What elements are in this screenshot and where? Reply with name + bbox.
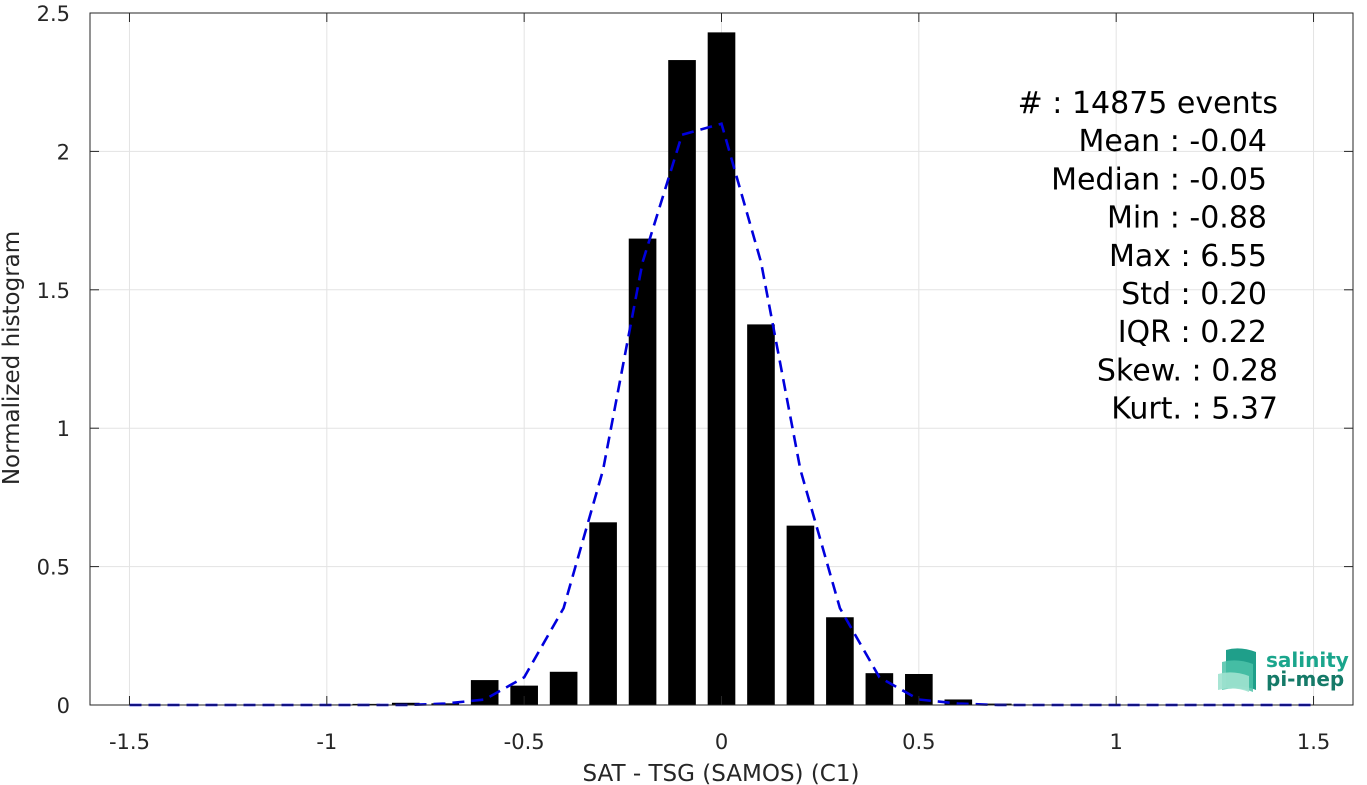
x-tick-label-2: -0.5: [504, 730, 545, 754]
y-axis-label: Normalized histogram: [0, 231, 25, 485]
stats-line-2: Median : -0.05: [1051, 162, 1267, 197]
x-tick-label-4: 0.5: [902, 730, 935, 754]
histogram-bar-17: [786, 525, 815, 705]
x-axis-ticks: -1.5 -1 -0.5 0 0.5 1 1.5: [109, 13, 1330, 754]
x-tick-label-6: 1.5: [1297, 730, 1330, 754]
histogram-bar-21: [944, 699, 973, 705]
x-tick-label-3: 0: [715, 730, 728, 754]
histogram-bar-18: [826, 617, 854, 705]
histogram-bar-15: [707, 32, 736, 706]
stats-line-4: Max : 6.55: [1109, 239, 1267, 274]
histogram-bars: [312, 32, 1328, 706]
x-tick-label-5: 1: [1110, 730, 1123, 754]
y-tick-label-3: 1.5: [37, 279, 70, 303]
y-tick-label-2: 1: [57, 417, 70, 441]
histogram-bar-12: [589, 522, 617, 705]
stats-line-3: Min : -0.88: [1107, 201, 1267, 236]
y-tick-label-0: 0: [57, 694, 70, 718]
stats-line-6: IQR : 0.22: [1118, 315, 1267, 350]
stats-line-7: Skew. : 0.28: [1097, 353, 1278, 388]
logo-text-pi-mep: pi-mep: [1266, 667, 1344, 691]
y-tick-label-5: 2.5: [37, 2, 70, 26]
stats-line-1: Mean : -0.04: [1078, 124, 1267, 159]
salinity-pi-mep-logo: salinity pi-mep: [1218, 648, 1349, 692]
histogram-bar-14: [668, 60, 696, 705]
y-axis-ticks: 0 0.5 1 1.5 2 2.5: [37, 2, 1353, 718]
x-tick-label-1: -1: [316, 730, 337, 754]
logo-text-salinity: salinity: [1266, 648, 1349, 672]
wave-logo-icon: [1218, 648, 1256, 692]
x-axis-label: SAT - TSG (SAMOS) (C1): [583, 761, 860, 785]
histogram-bar-11: [549, 671, 578, 705]
stats-line-8: Kurt. : 5.37: [1111, 392, 1278, 427]
histogram-bar-10: [510, 685, 538, 705]
stats-line-0: # : 14875 events: [1018, 86, 1278, 121]
histogram-bar-16: [747, 324, 775, 705]
histogram-bar-19: [865, 673, 894, 705]
stats-line-5: Std : 0.20: [1121, 277, 1267, 312]
x-tick-label-0: -1.5: [109, 730, 150, 754]
y-tick-label-4: 2: [57, 140, 70, 164]
y-tick-label-1: 0.5: [37, 556, 70, 580]
